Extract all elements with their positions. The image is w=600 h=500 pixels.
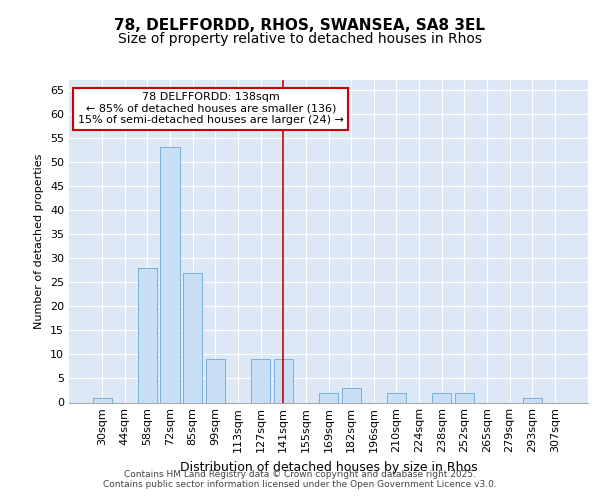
Text: 78 DELFFORDD: 138sqm
← 85% of detached houses are smaller (136)
15% of semi-deta: 78 DELFFORDD: 138sqm ← 85% of detached h… (78, 92, 344, 125)
Bar (387, 393, 406, 402)
Text: Contains HM Land Registry data © Crown copyright and database right 2025.
Contai: Contains HM Land Registry data © Crown c… (103, 470, 497, 489)
Bar (251, 359, 270, 403)
X-axis label: Distribution of detached houses by size in Rhos: Distribution of detached houses by size … (179, 461, 478, 474)
Bar (523, 398, 542, 402)
Bar (160, 148, 180, 402)
Bar (138, 268, 157, 402)
Bar (206, 359, 225, 403)
Text: Size of property relative to detached houses in Rhos: Size of property relative to detached ho… (118, 32, 482, 46)
Bar (432, 393, 451, 402)
Bar (319, 393, 338, 402)
Bar (455, 393, 474, 402)
Bar (183, 272, 202, 402)
Bar (274, 359, 293, 403)
Bar (341, 388, 361, 402)
Y-axis label: Number of detached properties: Number of detached properties (34, 154, 44, 329)
Bar (92, 398, 112, 402)
Text: 78, DELFFORDD, RHOS, SWANSEA, SA8 3EL: 78, DELFFORDD, RHOS, SWANSEA, SA8 3EL (115, 18, 485, 32)
